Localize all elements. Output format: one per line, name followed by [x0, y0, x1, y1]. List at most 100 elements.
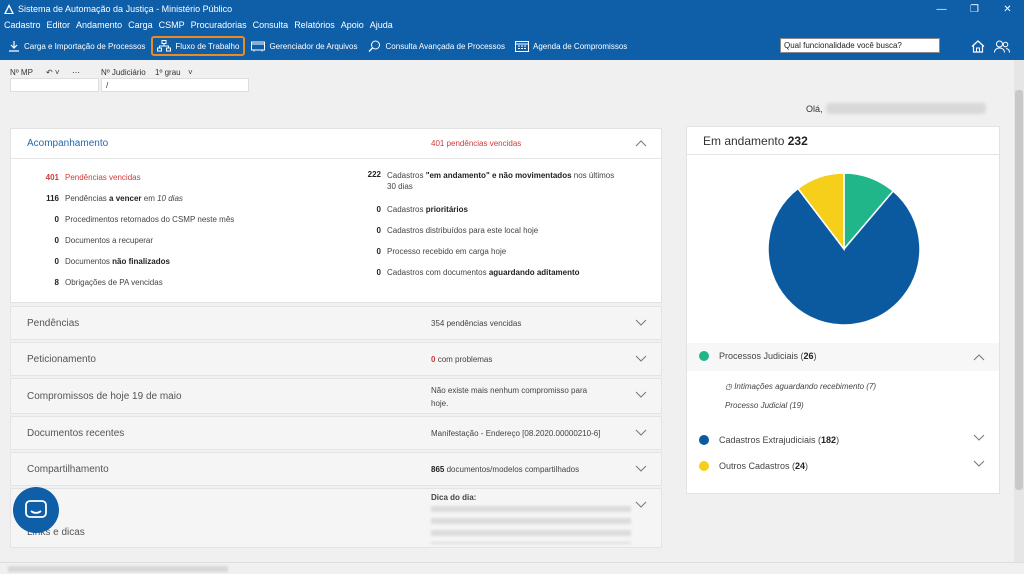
- more-icon[interactable]: ⋯: [72, 68, 80, 77]
- tool-label: Gerenciador de Arquivos: [269, 41, 358, 51]
- consulta-avancada-button[interactable]: Consulta Avançada de Processos: [364, 36, 509, 56]
- scrollbar[interactable]: [1014, 60, 1024, 565]
- menu-carga[interactable]: Carga: [128, 20, 153, 30]
- section-heading: Dica do dia:: [431, 493, 477, 502]
- item-text: Obrigações de PA vencidas: [65, 278, 163, 287]
- legend-outros-cadastros[interactable]: Outros Cadastros (24): [699, 461, 808, 471]
- item-bold: a vencer: [109, 194, 142, 203]
- list-item[interactable]: 0 Processo recebido em carga hoje: [333, 241, 653, 262]
- menu-andamento[interactable]: Andamento: [76, 20, 123, 30]
- section-pendencias[interactable]: Pendências 354 pendências vencidas: [10, 306, 662, 340]
- gerenciador-arquivos-button[interactable]: Gerenciador de Arquivos: [247, 36, 361, 56]
- agenda-compromissos-button[interactable]: Agenda de Compromissos: [511, 36, 631, 56]
- chevron-up-icon[interactable]: [973, 353, 985, 363]
- menu-procuradorias[interactable]: Procuradorias: [190, 20, 247, 30]
- undo-icon[interactable]: ↶ ˅: [46, 68, 60, 77]
- item-text: Procedimentos retornados do CSMP neste m…: [65, 215, 235, 224]
- list-item[interactable]: 222 Cadastros "em andamento" e não movim…: [333, 167, 653, 199]
- minimize-icon[interactable]: —: [936, 3, 947, 15]
- section-label: Documentos recentes: [27, 428, 125, 439]
- list-item[interactable]: 0 Cadastros distribuídos para este local…: [333, 220, 653, 241]
- list-item[interactable]: 0 Cadastros prioritários: [333, 199, 653, 220]
- legend-dot: [699, 461, 709, 471]
- item-text: Cadastros: [387, 171, 426, 180]
- menu-cadastro[interactable]: Cadastro: [4, 20, 41, 30]
- list-item[interactable]: 0 Procedimentos retornados do CSMP neste…: [11, 209, 235, 230]
- count: 0: [376, 226, 381, 235]
- menu-editor[interactable]: Editor: [46, 20, 71, 30]
- section-label: Pendências: [27, 318, 80, 329]
- section-count: 0: [431, 355, 436, 364]
- list-item[interactable]: 8 Obrigações de PA vencidas: [11, 272, 234, 293]
- tool-label: Fluxo de Trabalho: [175, 41, 240, 51]
- count: 0: [376, 247, 381, 256]
- legend-cadastros-extrajudiciais[interactable]: Cadastros Extrajudiciais (182): [699, 435, 839, 445]
- legend-processos-judiciais[interactable]: Processos Judiciais (26): [699, 351, 817, 361]
- list-item[interactable]: 0 Cadastros com documentos aguardando ad…: [333, 262, 653, 283]
- right-indicators: 222 Cadastros "em andamento" e não movim…: [333, 167, 653, 283]
- acompanhamento-panel: Acompanhamento 401 pendências vencidas 4…: [10, 128, 662, 303]
- users-icon[interactable]: [992, 38, 1012, 54]
- chevron-up-icon[interactable]: [635, 139, 647, 149]
- chat-icon: [25, 500, 47, 518]
- list-item[interactable]: 0 Documentos a recuperar: [11, 230, 234, 251]
- fluxo-trabalho-button[interactable]: Fluxo de Trabalho: [151, 36, 246, 56]
- sub-item[interactable]: Processo Judicial (19): [725, 401, 804, 410]
- calendar-icon: [515, 41, 529, 52]
- item-text: Processo recebido em carga hoje: [387, 247, 507, 256]
- grau-dropdown-icon[interactable]: ˅: [188, 68, 193, 77]
- pie-slice-cadastros-extrajudiciais[interactable]: [767, 187, 921, 326]
- sub-item-text: Processo Judicial (19): [725, 401, 804, 410]
- em-andamento-panel: Em andamento 232 Processos Judiciais (26…: [686, 126, 1000, 494]
- scrollbar-thumb[interactable]: [1015, 90, 1023, 490]
- menu-consulta[interactable]: Consulta: [252, 20, 289, 30]
- legend-label: Outros Cadastros: [719, 461, 790, 471]
- count: 222: [367, 170, 381, 179]
- chevron-down-icon[interactable]: [635, 499, 647, 509]
- menu-apoio[interactable]: Apoio: [340, 20, 364, 30]
- item-italic: 10 dias: [157, 194, 183, 203]
- close-icon[interactable]: ✕: [1003, 3, 1012, 15]
- chevron-down-icon[interactable]: [635, 463, 647, 473]
- chevron-down-icon[interactable]: [635, 317, 647, 327]
- chevron-down-icon[interactable]: [635, 427, 647, 437]
- menu-csmp[interactable]: CSMP: [158, 20, 185, 30]
- section-text: documentos/modelos compartilhados: [446, 465, 580, 474]
- chevron-down-icon[interactable]: [635, 353, 647, 363]
- count: 8: [54, 278, 59, 287]
- legend-band: [687, 343, 999, 371]
- list-item[interactable]: 116 Pendências a vencer em 10 dias: [11, 188, 234, 209]
- legend-dot: [699, 435, 709, 445]
- menu-relatorios[interactable]: Relatórios: [294, 20, 335, 30]
- list-item[interactable]: 0 Documentos não finalizados: [11, 251, 234, 272]
- pie-slice-outros-cadastros[interactable]: [796, 172, 845, 252]
- section-compromissos[interactable]: Compromissos de hoje 19 de maio Não exis…: [10, 378, 662, 414]
- mp-label: Nº MP: [10, 68, 33, 77]
- item-text: nos últimos: [571, 171, 615, 180]
- chat-button[interactable]: [13, 487, 59, 533]
- feature-search-input[interactable]: [780, 38, 940, 53]
- count: 0: [376, 268, 381, 277]
- carga-importacao-button[interactable]: Carga e Importação de Processos: [4, 36, 149, 56]
- acompanhamento-header[interactable]: Acompanhamento 401 pendências vencidas: [11, 129, 661, 159]
- section-peticionamento[interactable]: Peticionamento 0 com problemas: [10, 342, 662, 376]
- section-label: Peticionamento: [27, 354, 96, 365]
- restore-icon[interactable]: ❐: [970, 3, 979, 15]
- em-andamento-count: 232: [787, 133, 808, 148]
- judicial-field[interactable]: /: [101, 78, 249, 92]
- section-compartilhamento[interactable]: Compartilhamento 865 documentos/modelos …: [10, 452, 662, 486]
- menu-ajuda[interactable]: Ajuda: [369, 20, 393, 30]
- home-icon[interactable]: [968, 38, 988, 54]
- section-documentos-recentes[interactable]: Documentos recentes Manifestação - Ender…: [10, 416, 662, 450]
- mp-field[interactable]: [10, 78, 99, 92]
- sub-item[interactable]: ◷ Intimações aguardando recebimento (7): [725, 382, 877, 391]
- chevron-down-icon[interactable]: [973, 458, 985, 468]
- blurred-tip-text: [431, 506, 631, 544]
- search-icon: [368, 40, 380, 52]
- list-item[interactable]: 401 Pendências vencidas: [11, 167, 234, 188]
- section-count: 354: [431, 319, 445, 328]
- section-label: Links e dicas: [27, 527, 85, 538]
- chevron-down-icon[interactable]: [635, 389, 647, 399]
- section-links-dicas[interactable]: Links e dicas Dica do dia:: [10, 488, 662, 548]
- chevron-down-icon[interactable]: [973, 432, 985, 442]
